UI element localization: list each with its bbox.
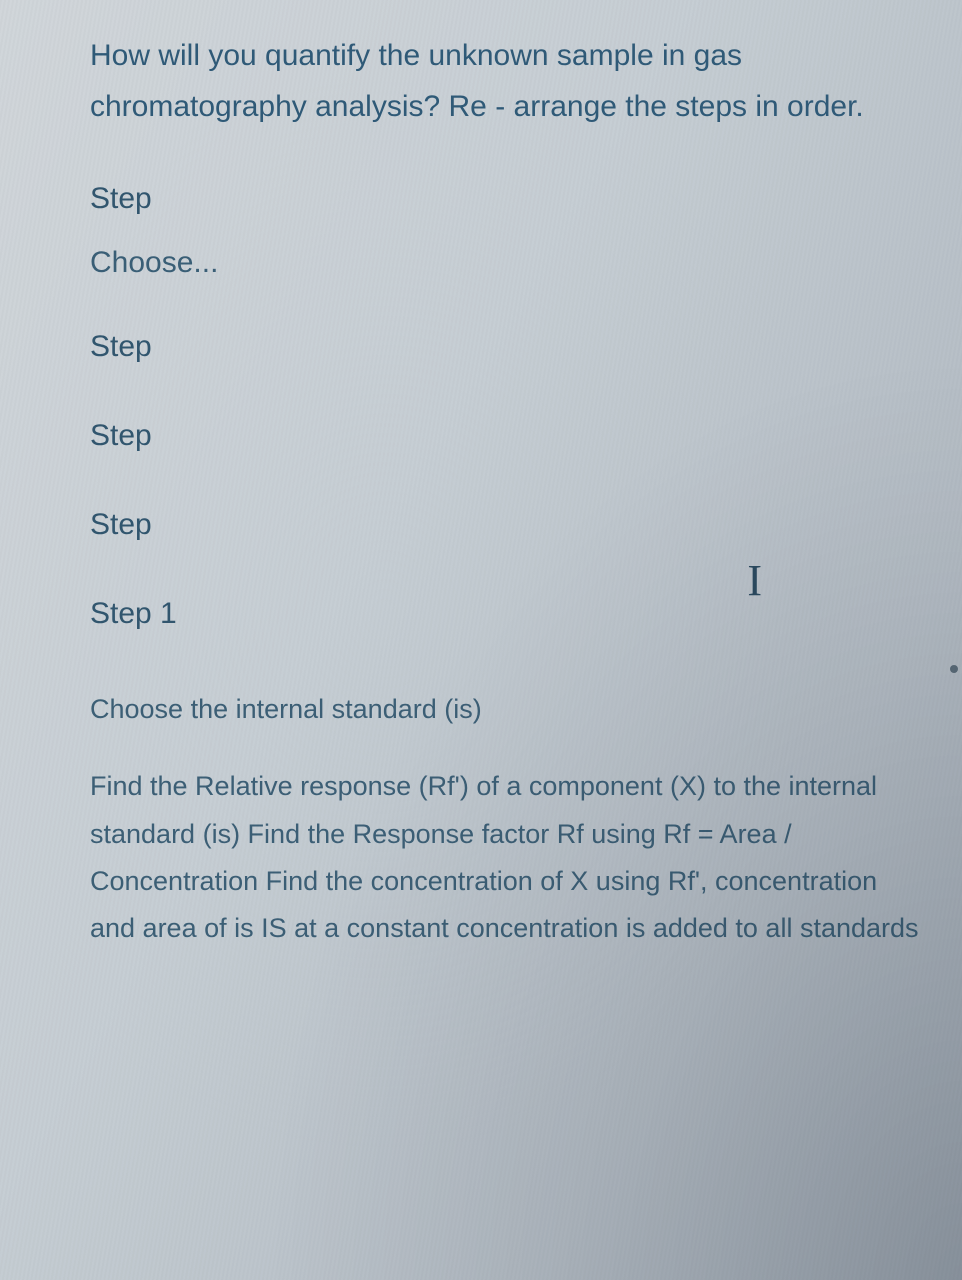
question-page: How will you quantify the unknown sample… bbox=[0, 0, 962, 1280]
step-label-4[interactable]: Step bbox=[90, 508, 922, 542]
step-1-dropdown[interactable]: Choose... bbox=[90, 246, 922, 280]
side-indicator-icon bbox=[950, 665, 958, 673]
step-1-heading: Step 1 bbox=[90, 597, 922, 631]
question-text: How will you quantify the unknown sample… bbox=[90, 30, 922, 132]
step-label-2[interactable]: Step bbox=[90, 330, 922, 364]
step-label-1: Step bbox=[90, 182, 922, 216]
answer-option-1[interactable]: Choose the internal standard (is) bbox=[90, 686, 922, 733]
answer-option-2[interactable]: Find the Relative response (Rf') of a co… bbox=[90, 763, 922, 952]
step-label-3[interactable]: Step bbox=[90, 419, 922, 453]
text-cursor-icon: I bbox=[747, 555, 762, 606]
